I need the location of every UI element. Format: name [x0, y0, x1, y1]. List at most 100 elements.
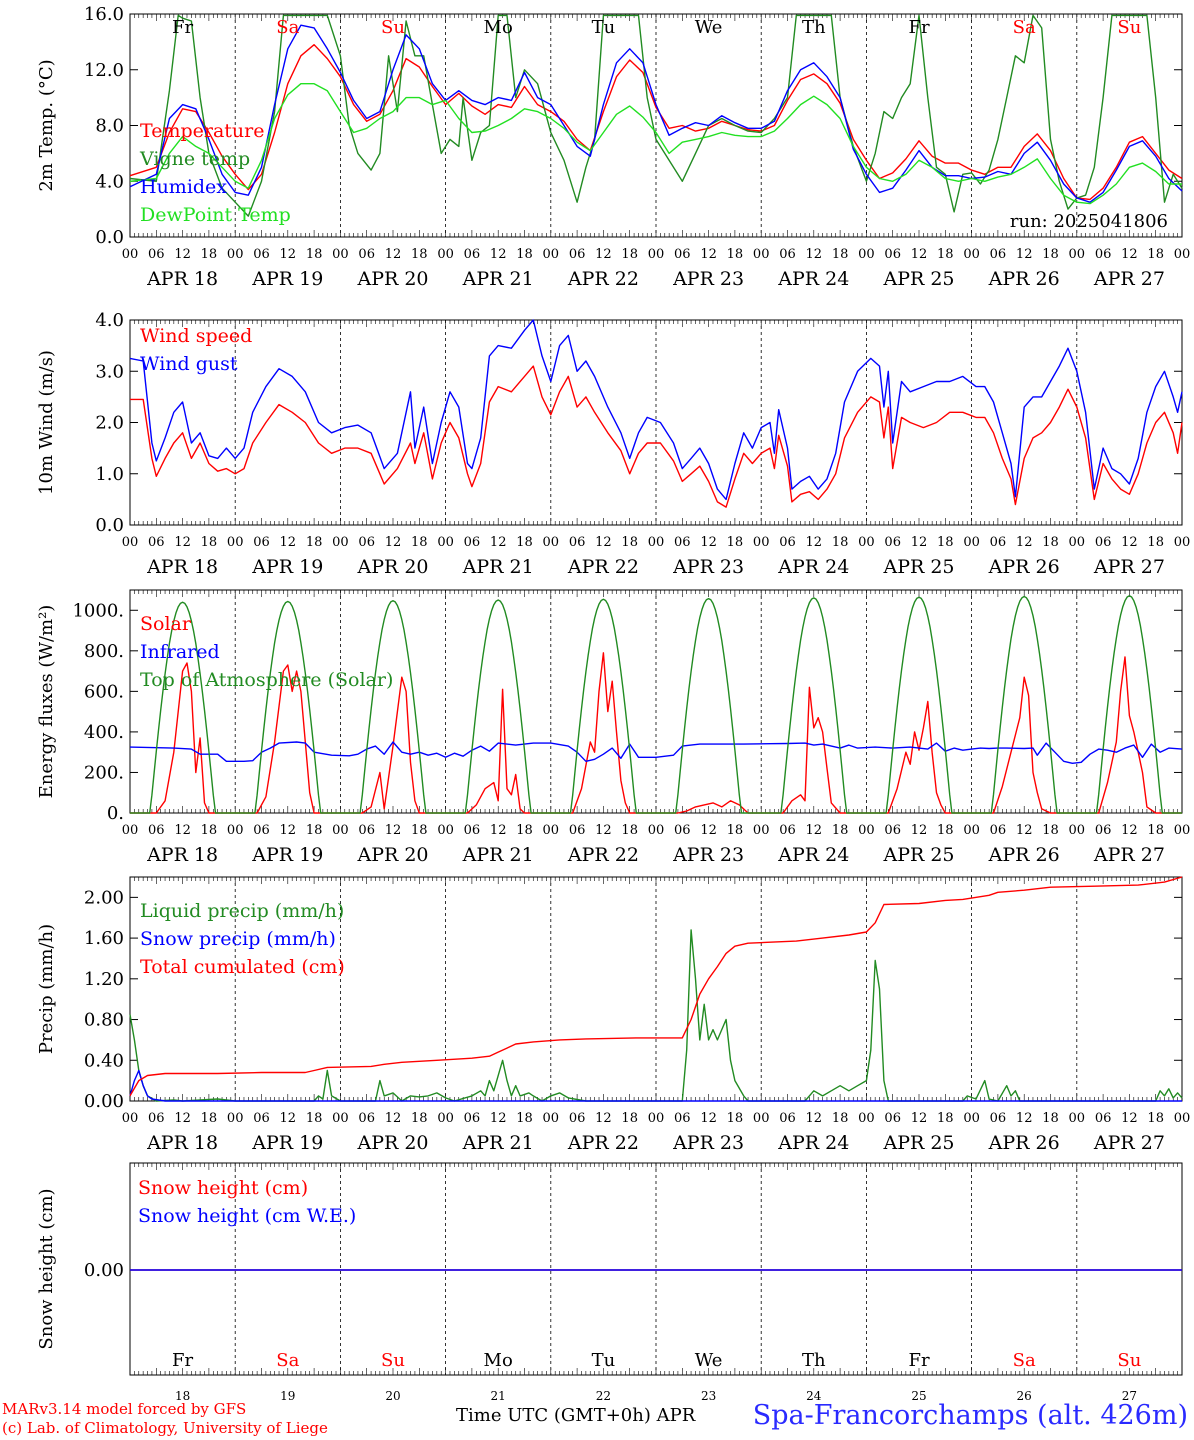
weekday-label: Mo	[484, 1350, 513, 1371]
x-hour-label: 00	[1174, 823, 1191, 838]
legend-entry: Wind gust	[140, 353, 238, 375]
y-tick-label: 16.0	[84, 4, 124, 25]
x-hour-label: 06	[674, 823, 691, 838]
series-line-wind-speed	[130, 365, 1183, 508]
legend-entry: Total cumulated (cm)	[140, 956, 345, 978]
day-number-label: 26	[1017, 1389, 1032, 1403]
x-date-label: APR 25	[882, 268, 954, 290]
x-hour-label: 12	[700, 535, 717, 550]
x-hour-label: 12	[385, 535, 402, 550]
credit-line-1: MARv3.14 model forced by GFS	[2, 1400, 247, 1418]
x-hour-label: 12	[595, 1111, 612, 1126]
x-hour-label: 00	[648, 823, 665, 838]
weekday-label: Sa	[1013, 1350, 1036, 1371]
x-hour-label: 12	[1121, 823, 1138, 838]
x-hour-label: 18	[1147, 247, 1164, 262]
weekday-label: Mo	[484, 17, 513, 38]
x-hour-label: 12	[490, 535, 507, 550]
chart-panel-2: 0.0 1.0 2.0 3.0 4.0 10m Wind (m/s) 00 06 12 18 APR…	[36, 310, 1190, 578]
x-hour-label: 12	[911, 823, 928, 838]
x-hour-label: 12	[1016, 1111, 1033, 1126]
x-hour-label: 18	[727, 1111, 744, 1126]
x-hour-label: 12	[1016, 535, 1033, 550]
x-hour-label: 06	[148, 1111, 165, 1126]
series-line-humidex	[129, 24, 1183, 203]
x-date-label: APR 24	[777, 268, 849, 290]
x-hour-label: 12	[911, 1111, 928, 1126]
y-tick-label: 1.60	[84, 928, 124, 949]
x-hour-label: 00	[332, 535, 349, 550]
legend-entry: Snow precip (mm/h)	[140, 928, 336, 950]
x-hour-label: 00	[1069, 823, 1086, 838]
meteogram-panels: 0.0 4.0 8.0 12.0 16.0 2m Temp. (°C) 00 06 12 18 AP…	[36, 4, 1190, 1403]
x-hour-label: 06	[674, 535, 691, 550]
x-hour-label: 12	[806, 247, 823, 262]
x-date-label: APR 23	[672, 556, 744, 578]
x-hour-label: 00	[1069, 1111, 1086, 1126]
legend-entry: Snow height (cm)	[138, 1177, 308, 1199]
x-hour-label: 06	[884, 247, 901, 262]
x-hour-label: 18	[937, 247, 954, 262]
x-hour-label: 00	[858, 1111, 875, 1126]
x-hour-label: 18	[201, 823, 218, 838]
x-date-label: APR 22	[567, 556, 639, 578]
series-line-top-of-atmosphere-solar-	[130, 595, 1182, 814]
y-axis-label: 10m Wind (m/s)	[36, 350, 57, 495]
x-hour-label: 00	[543, 1111, 560, 1126]
x-hour-label: 12	[806, 823, 823, 838]
x-hour-label: 06	[464, 1111, 481, 1126]
legend-entry: Wind speed	[140, 325, 252, 347]
x-date-label: APR 18	[146, 268, 218, 290]
x-hour-label: 12	[700, 247, 717, 262]
x-hour-label: 12	[1016, 247, 1033, 262]
weekday-label: Sa	[276, 1350, 299, 1371]
x-hour-label: 12	[490, 1111, 507, 1126]
x-hour-label: 18	[832, 247, 849, 262]
weekday-label: We	[695, 17, 723, 38]
y-tick-label: 2.0	[95, 413, 124, 434]
station-name: Spa-Francorchamps (alt. 426m)	[752, 1400, 1188, 1431]
day-number-label: 25	[911, 1389, 926, 1403]
y-tick-label: 0.	[107, 803, 124, 824]
weekday-label: Sa	[276, 17, 299, 38]
x-hour-label: 00	[543, 247, 560, 262]
x-hour-label: 00	[437, 535, 454, 550]
x-hour-label: 06	[358, 823, 375, 838]
x-hour-label: 12	[174, 535, 191, 550]
x-hour-label: 06	[358, 247, 375, 262]
x-hour-label: 18	[516, 1111, 533, 1126]
x-hour-label: 00	[1174, 535, 1191, 550]
weekday-label: Tu	[592, 1350, 616, 1371]
x-date-label: APR 19	[251, 1132, 323, 1154]
x-hour-label: 06	[674, 247, 691, 262]
plot-frame	[129, 589, 1183, 814]
x-hour-label: 00	[543, 823, 560, 838]
x-hour-label: 18	[516, 247, 533, 262]
legend-entry: Snow height (cm W.E.)	[138, 1205, 356, 1227]
x-hour-label: 00	[543, 535, 560, 550]
x-hour-label: 12	[1121, 1111, 1138, 1126]
x-hour-label: 12	[700, 823, 717, 838]
x-hour-label: 18	[411, 1111, 428, 1126]
x-hour-label: 00	[963, 1111, 980, 1126]
x-hour-label: 06	[990, 535, 1007, 550]
series-line-dewpoint-temp	[129, 83, 1182, 205]
weekday-label: Fr	[172, 17, 193, 38]
weekday-label: Th	[802, 1350, 826, 1371]
legend-entry: Liquid precip (mm/h)	[140, 900, 344, 922]
x-date-label: APR 19	[251, 844, 323, 866]
x-hour-label: 18	[516, 823, 533, 838]
x-hour-label: 06	[884, 823, 901, 838]
x-date-label: APR 25	[882, 556, 954, 578]
x-date-label: APR 19	[251, 268, 323, 290]
x-hour-label: 06	[358, 535, 375, 550]
x-hour-label: 18	[411, 535, 428, 550]
x-hour-label: 12	[280, 1111, 297, 1126]
x-hour-label: 06	[253, 535, 270, 550]
x-hour-label: 12	[385, 1111, 402, 1126]
x-hour-label: 00	[122, 1111, 139, 1126]
x-hour-label: 12	[490, 247, 507, 262]
x-hour-label: 18	[832, 823, 849, 838]
x-hour-label: 00	[858, 247, 875, 262]
y-tick-label: 4.0	[95, 171, 124, 192]
